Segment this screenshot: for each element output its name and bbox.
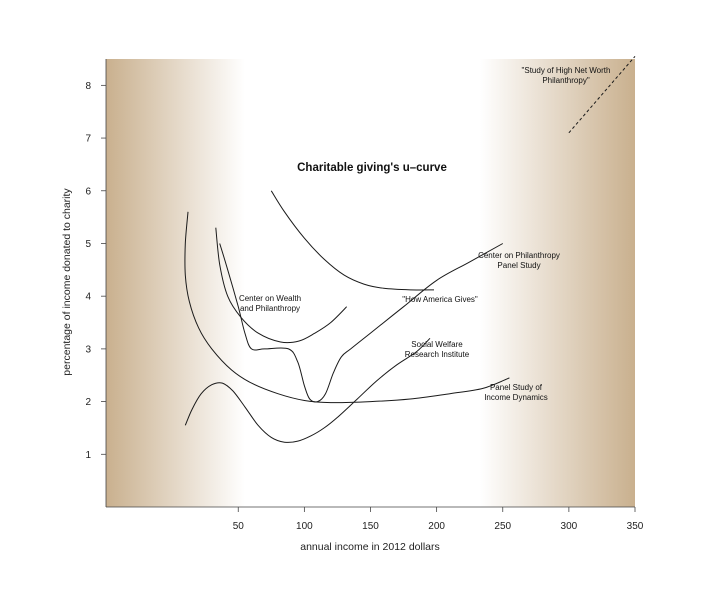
y-tick-label: 6 xyxy=(85,186,91,197)
y-tick-label: 8 xyxy=(85,81,91,92)
y-tick-label: 1 xyxy=(85,450,91,461)
y-axis-title: percentage of income donated to charity xyxy=(61,188,73,376)
series-4-label: Panel Study of xyxy=(490,383,543,392)
series-5-line xyxy=(568,56,636,134)
x-tick-label: 250 xyxy=(494,521,511,532)
chart-title: Charitable giving's u–curve xyxy=(297,162,447,174)
y-tick-label: 7 xyxy=(85,134,91,145)
series-3-label: Social Welfare xyxy=(411,340,463,349)
series-5-label: "Study of High Net Worth xyxy=(522,66,611,75)
x-tick-label: 300 xyxy=(561,521,578,532)
series-3-line xyxy=(184,337,431,443)
series-1-label: Panel Study xyxy=(497,261,540,270)
x-tick-label: 150 xyxy=(362,521,379,532)
x-tick-label: 350 xyxy=(627,521,644,532)
left-shading-band xyxy=(106,59,245,507)
series-4-label: Income Dynamics xyxy=(484,393,548,402)
axis-ticks: 1 2 3 4 5 6 7 8 50 100 150 200 250 300 350 xyxy=(85,81,643,532)
x-tick-label: 200 xyxy=(428,521,445,532)
series-0-label: Center on Wealth xyxy=(239,294,301,303)
x-tick-label: 100 xyxy=(296,521,313,532)
series-layer xyxy=(184,56,636,443)
right-shading-band xyxy=(480,59,635,507)
series-1-label: Center on Philanthropy xyxy=(478,251,560,260)
series-2-label: "How America Gives" xyxy=(402,295,478,304)
series-1-line xyxy=(219,243,504,403)
y-tick-label: 2 xyxy=(85,397,91,408)
series-4-line xyxy=(184,211,510,404)
x-tick-label: 50 xyxy=(233,521,245,532)
y-tick-label: 4 xyxy=(85,292,91,303)
series-2-line xyxy=(270,190,435,291)
series-0-line xyxy=(215,227,348,344)
y-tick-label: 5 xyxy=(85,239,91,250)
y-tick-label: 3 xyxy=(85,344,91,355)
series-5-label: Philanthropy" xyxy=(542,76,589,85)
series-0-label: and Philanthropy xyxy=(240,304,300,313)
series-3-label: Research Institute xyxy=(405,350,470,359)
x-axis-title: annual income in 2012 dollars xyxy=(300,541,440,553)
